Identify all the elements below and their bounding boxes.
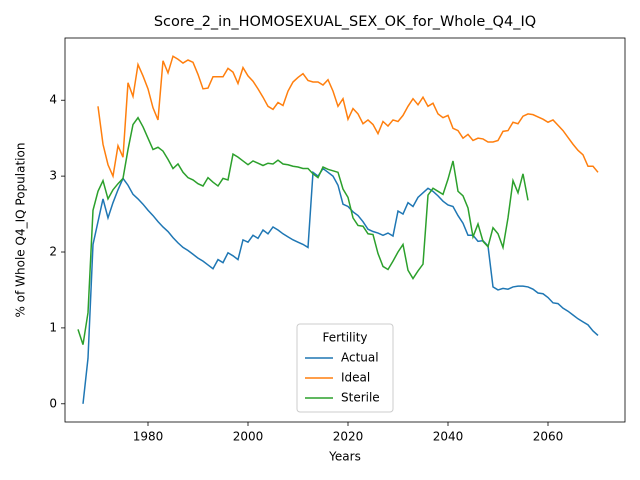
x-tick-label: 2040 (433, 430, 464, 444)
chart-title: Score_2_in_HOMOSEXUAL_SEX_OK_for_Whole_Q… (154, 14, 536, 30)
series-line (82, 167, 599, 404)
x-axis-label: Years (328, 450, 361, 464)
series-line (77, 116, 529, 345)
x-tick-label: 2000 (233, 430, 264, 444)
legend-label: Sterile (341, 391, 380, 405)
y-tick-label: 4 (49, 93, 57, 107)
y-tick-label: 3 (49, 169, 57, 183)
x-tick-label: 2020 (333, 430, 364, 444)
legend-label: Ideal (341, 371, 370, 385)
y-tick-label: 2 (49, 245, 57, 259)
plot-frame (64, 37, 626, 423)
y-axis-label: % of Whole Q4_IQ Population (14, 143, 28, 318)
legend-title: Fertility (322, 331, 367, 345)
series-line (97, 55, 599, 179)
x-tick-label: 2060 (533, 430, 564, 444)
legend-label: Actual (341, 351, 379, 365)
x-tick-label: 1980 (133, 430, 164, 444)
y-tick-label: 0 (49, 396, 57, 410)
legend-box (296, 323, 394, 413)
y-tick-label: 1 (49, 320, 57, 334)
